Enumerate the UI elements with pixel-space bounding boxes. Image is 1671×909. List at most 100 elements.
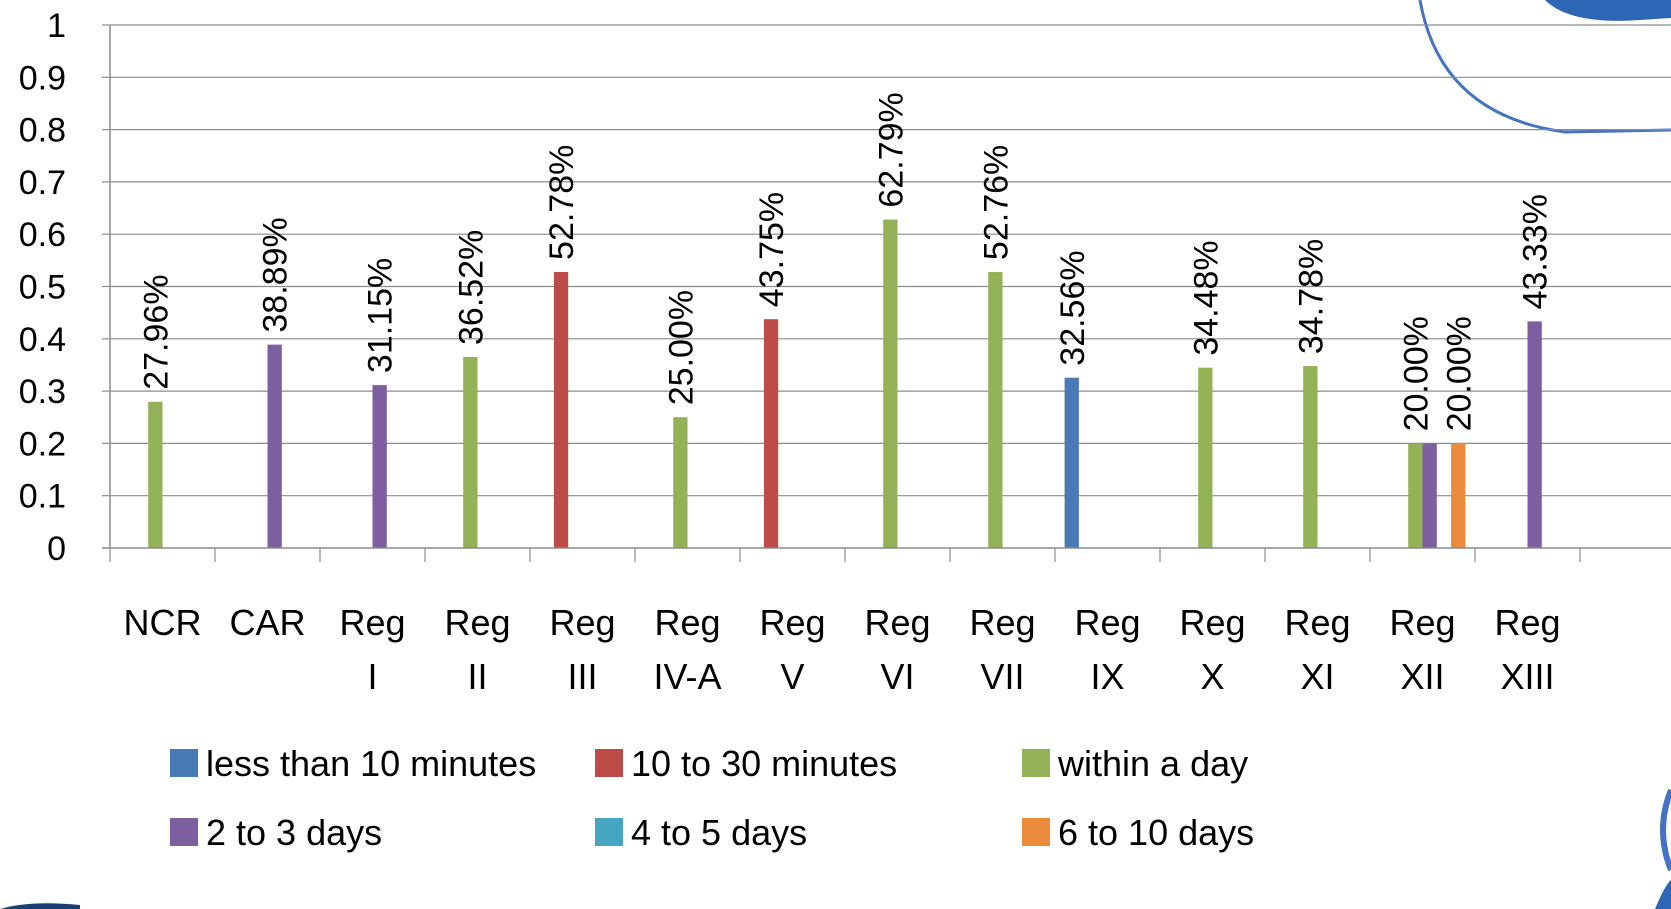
- bars: [148, 219, 1542, 548]
- y-tick-label: 0.7: [19, 164, 66, 202]
- x-category-label-line: Reg: [759, 602, 825, 643]
- legend-label: 6 to 10 days: [1058, 812, 1254, 853]
- data-label: 32.56%: [1054, 250, 1092, 365]
- legend-swatch: [170, 818, 198, 846]
- bar: [673, 417, 688, 548]
- data-label: 43.75%: [753, 192, 791, 307]
- x-category-label-line: Reg: [1074, 602, 1140, 643]
- bar: [1422, 443, 1437, 548]
- data-label: 27.96%: [137, 274, 175, 389]
- x-category-label-line: V: [780, 656, 804, 697]
- x-category-label-line: II: [467, 656, 487, 697]
- y-tick-label: 0.9: [19, 59, 66, 97]
- y-tick-label: 1: [47, 7, 66, 45]
- y-tick-label: 0.3: [19, 373, 66, 411]
- x-category-label: Reg I: [339, 602, 405, 697]
- x-category-label-line: Reg: [1179, 602, 1245, 643]
- legend-label: less than 10 minutes: [206, 743, 536, 784]
- legend-label: 4 to 5 days: [631, 812, 807, 853]
- x-category-label: Reg V: [759, 602, 825, 697]
- x-category-label: Reg VII: [969, 602, 1035, 697]
- x-category-label-line: Reg: [1284, 602, 1350, 643]
- y-tick-label: 0.4: [19, 321, 66, 359]
- y-tick-label: 0.1: [19, 478, 66, 516]
- bar: [1198, 367, 1213, 548]
- x-category-label-line: I: [367, 656, 377, 697]
- bar: [1451, 443, 1466, 548]
- data-label: 34.48%: [1187, 240, 1225, 355]
- data-label: 52.78%: [543, 145, 581, 260]
- x-category-label-line: IX: [1090, 656, 1124, 697]
- bar: [1527, 321, 1542, 548]
- x-category-label: Reg III: [549, 602, 615, 697]
- x-category-label-line: Reg: [444, 602, 510, 643]
- bar: [883, 219, 898, 548]
- x-category-label-line: Reg: [549, 602, 615, 643]
- x-category-label-line: Reg: [864, 602, 930, 643]
- bar: [267, 344, 282, 548]
- x-category-label-line: Reg: [1389, 602, 1455, 643]
- bar: [372, 385, 387, 548]
- legend-label: 2 to 3 days: [206, 812, 382, 853]
- y-tick-label: 0.5: [19, 269, 66, 307]
- x-category-label-line: III: [567, 656, 597, 697]
- data-label: 62.79%: [872, 92, 910, 207]
- bar: [763, 319, 779, 548]
- x-category-label-line: Reg: [339, 602, 405, 643]
- x-category-label: Reg XII: [1389, 602, 1455, 697]
- data-label: 34.78%: [1292, 239, 1330, 354]
- legend-swatch: [595, 749, 623, 777]
- legend-swatch: [1022, 818, 1050, 846]
- x-category-label: CAR: [229, 602, 305, 643]
- data-label: 38.89%: [257, 217, 295, 332]
- data-label: 20.00%: [1397, 316, 1435, 431]
- axes: [102, 25, 1671, 562]
- x-category-label: Reg IX: [1074, 602, 1140, 697]
- legend-swatch: [595, 818, 623, 846]
- legend-label: within a day: [1057, 743, 1248, 784]
- data-label: 25.00%: [662, 290, 700, 405]
- y-tick-label: 0.8: [19, 112, 66, 150]
- x-category-label-line: VI: [880, 656, 914, 697]
- x-category-label-line: Reg: [1494, 602, 1560, 643]
- legend: less than 10 minutes 10 to 30 minutes with…: [170, 743, 1254, 853]
- y-tick-label: 0: [47, 530, 66, 568]
- y-tick-label: 0.2: [19, 425, 66, 463]
- x-category-label: Reg X: [1179, 602, 1245, 697]
- x-category-label: Reg XIII: [1494, 602, 1560, 697]
- x-category-label-line: XII: [1400, 656, 1444, 697]
- x-category-label-line: VII: [980, 656, 1024, 697]
- legend-label: 10 to 30 minutes: [631, 743, 897, 784]
- x-category-label: Reg XI: [1284, 602, 1350, 697]
- legend-swatch: [170, 749, 198, 777]
- data-labels: 32.56% 52.78% 43.75% 27.96% 36.52% 25.00% 62.7…: [137, 92, 1554, 431]
- data-label: 52.76%: [977, 145, 1015, 260]
- bar: [1408, 443, 1423, 548]
- data-label: 43.33%: [1517, 194, 1555, 309]
- x-category-label: Reg IV-A: [653, 602, 721, 697]
- x-category-label: Reg VI: [864, 602, 930, 697]
- data-label: 31.15%: [362, 258, 400, 373]
- x-category-label-line: Reg: [654, 602, 720, 643]
- x-category-label: NCR: [124, 602, 202, 643]
- x-category-label-line: NCR: [124, 602, 202, 643]
- data-label: 20.00%: [1440, 316, 1478, 431]
- x-category-label-line: IV-A: [653, 656, 721, 697]
- bar: [988, 272, 1003, 548]
- x-category-label-line: XI: [1300, 656, 1334, 697]
- y-axis-tick-labels: 0 0.1 0.2 0.3 0.4 0.5 0.6 0.7 0.8 0.9 1: [19, 7, 66, 568]
- y-tick-label: 0.6: [19, 216, 66, 254]
- bar: [148, 401, 163, 548]
- bar: [1064, 377, 1079, 548]
- bar: [1303, 366, 1318, 548]
- x-category-label: Reg II: [444, 602, 510, 697]
- bar: [463, 357, 478, 548]
- x-category-label-line: Reg: [969, 602, 1035, 643]
- x-category-label-line: XIII: [1500, 656, 1554, 697]
- x-category-label-line: X: [1200, 656, 1224, 697]
- data-label: 36.52%: [452, 230, 490, 345]
- x-category-label-line: CAR: [229, 602, 305, 643]
